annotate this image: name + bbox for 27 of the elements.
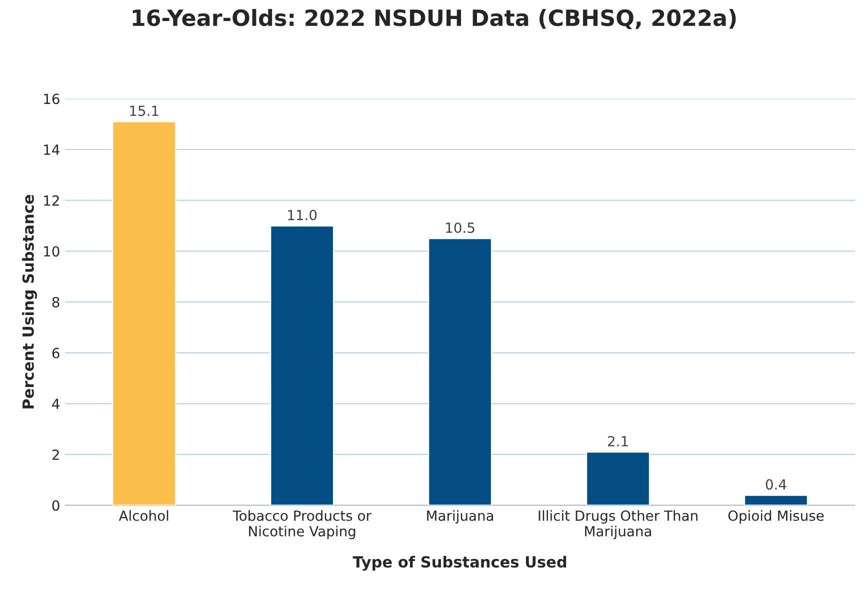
y-axis-title: Percent Using Substance: [22, 194, 38, 408]
y-tick-label: 14: [44, 144, 60, 155]
data-label: 0.4: [766, 479, 786, 490]
y-tick-label: 4: [52, 398, 60, 409]
data-label: 10.5: [446, 222, 474, 233]
x-tick-label: Tobacco Products or Nicotine Vaping: [232, 510, 372, 540]
chart-title: 16-Year-Olds: 2022 NSDUH Data (CBHSQ, 2022a): [132, 8, 736, 30]
bar: [586, 451, 650, 506]
bar: [744, 494, 808, 506]
y-tick-label: 2: [52, 449, 59, 460]
bar: [112, 120, 176, 506]
data-label: 15.1: [130, 106, 158, 116]
y-tick-label: 8: [52, 296, 60, 308]
x-tick-label: Opioid Misuse: [728, 510, 824, 524]
y-tick-label: 10: [44, 246, 60, 257]
x-tick-label: Alcohol: [118, 510, 168, 521]
y-tick-label: 0: [52, 500, 60, 511]
y-tick-label: 16: [44, 94, 60, 104]
bar: [270, 225, 334, 506]
x-tick-label: Marijuana: [427, 510, 494, 524]
data-label: 2.1: [608, 436, 628, 446]
y-tick-label: 12: [44, 195, 59, 206]
x-axis-title: Type of Substances Used: [352, 556, 566, 571]
bar: [428, 238, 492, 506]
data-label: 11.0: [288, 210, 317, 220]
x-tick-label: Illicit Drugs Other Than Marijuana: [538, 510, 698, 540]
y-tick-label: 6: [52, 348, 60, 358]
